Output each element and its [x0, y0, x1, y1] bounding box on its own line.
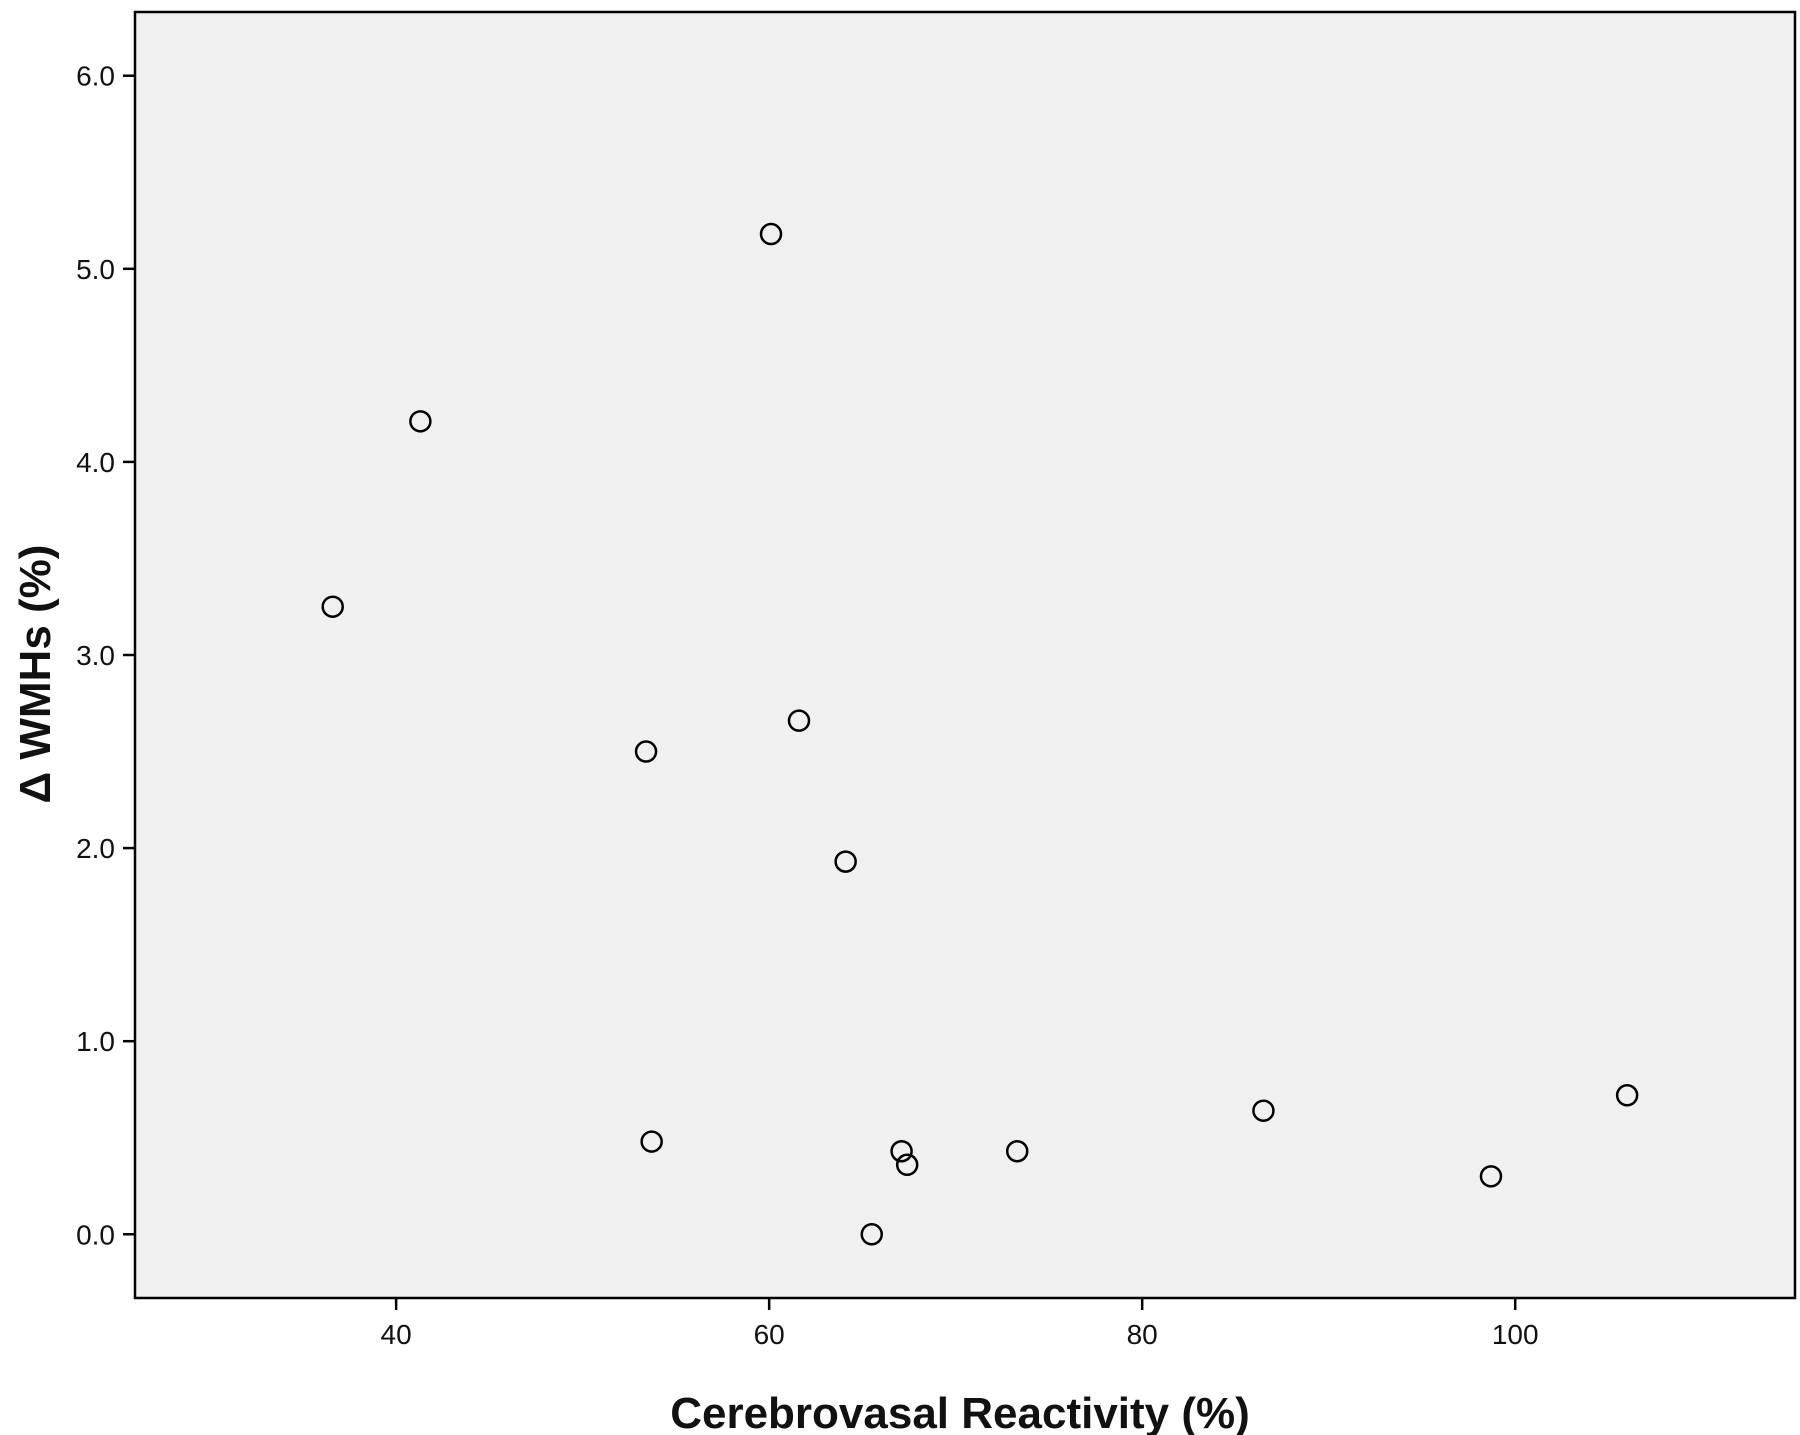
- x-axis: 40 60 80 100: [381, 1298, 1539, 1350]
- data-point: [634, 740, 658, 763]
- y-tick-label: 4.0: [76, 447, 115, 478]
- y-tick-label: 3.0: [76, 640, 115, 671]
- data-point: [1252, 1099, 1275, 1122]
- y-tick-label: 5.0: [76, 254, 115, 285]
- data-point: [1479, 1165, 1503, 1188]
- data-point: [321, 595, 344, 618]
- data-point: [759, 222, 783, 246]
- x-tick-label: 80: [1127, 1319, 1158, 1350]
- plot-area: [133, 10, 1797, 1300]
- y-tick-label: 2.0: [76, 833, 115, 864]
- data-point: [787, 709, 811, 732]
- data-points: [321, 222, 1639, 1246]
- y-tick-label: 0.0: [76, 1219, 115, 1250]
- x-tick-label: 100: [1492, 1319, 1539, 1350]
- y-axis: 0.0 1.0 2.0 3.0 4.0 5.0 6.0: [76, 61, 135, 1250]
- data-point: [409, 410, 432, 433]
- x-tick-label: 40: [381, 1319, 412, 1350]
- y-axis-title: Δ WMHs (%): [11, 545, 60, 804]
- data-point: [895, 1153, 919, 1177]
- x-axis-title: Cerebrovasal Reactivity (%): [670, 1389, 1250, 1435]
- data-point: [834, 850, 857, 873]
- data-point: [1615, 1084, 1639, 1107]
- data-point: [890, 1139, 913, 1163]
- y-tick-label: 6.0: [76, 61, 115, 92]
- y-tick-label: 1.0: [76, 1026, 115, 1057]
- data-point: [640, 1130, 663, 1153]
- data-point: [1005, 1139, 1029, 1163]
- data-point: [860, 1223, 883, 1246]
- x-tick-label: 60: [754, 1319, 785, 1350]
